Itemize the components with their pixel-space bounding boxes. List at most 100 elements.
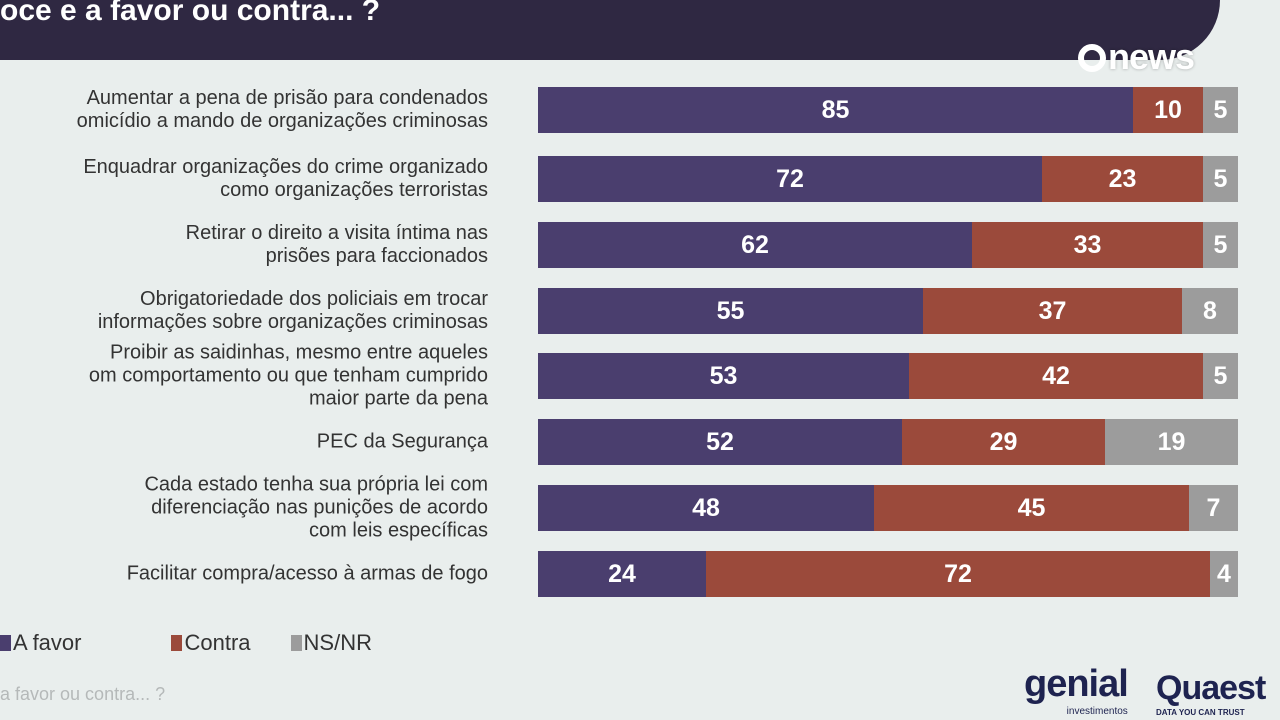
chart-row: Proibir as saidinhas, mesmo entre aquele…	[0, 342, 1280, 410]
bar-segment-a-favor: 53	[538, 353, 909, 399]
channel-logo: news	[1077, 36, 1195, 78]
category-label-line: diferenciação nas punições de acordo	[151, 496, 488, 519]
bar-segment-a-favor: 72	[538, 156, 1042, 202]
category-label-line: Obrigatoriedade dos policiais em trocar	[140, 288, 488, 310]
stacked-bar: 55 37 8	[538, 288, 1238, 334]
data-label: 37	[1038, 296, 1067, 325]
stacked-bar: 72 23 5	[538, 156, 1238, 202]
stacked-bar: 85 10 5	[538, 87, 1238, 133]
category-label-line: maior parte da pena	[308, 387, 488, 410]
legend-swatch	[0, 635, 11, 651]
legend-item-ns-nr: NS/NR	[290, 630, 372, 656]
category-label-line: prisões para faccionados	[265, 245, 488, 267]
globo-icon	[1077, 44, 1106, 72]
bar-segment-a-favor: 62	[538, 222, 972, 268]
channel-logo-text: news	[1107, 36, 1195, 77]
data-label: 72	[776, 164, 804, 193]
bar-segment-ns-nr: 4	[1210, 551, 1238, 597]
category-label: Obrigatoriedade dos policiais em trocar i…	[98, 288, 488, 334]
bar-segment-contra: 29	[902, 419, 1105, 465]
legend-label: Contra	[184, 630, 251, 655]
stacked-bar: 53 42 5	[538, 353, 1238, 399]
bar-segment-a-favor: 48	[538, 485, 874, 531]
bar-segment-ns-nr: 5	[1203, 222, 1238, 268]
data-label: 8	[1203, 296, 1217, 325]
chart-row: Retirar o direito a visita íntima nas pri…	[0, 222, 1280, 268]
legend-swatch	[171, 635, 183, 651]
data-label: 23	[1108, 164, 1137, 193]
genial-logo: genial investimentos	[1024, 662, 1129, 718]
chart-row: Aumentar a pena de prisão para condenado…	[0, 87, 1280, 133]
data-label: 62	[741, 230, 769, 259]
legend-item-a-favor: A favor	[0, 630, 81, 656]
data-label: 72	[944, 559, 972, 588]
stacked-bar: 62 33 5	[538, 222, 1238, 268]
legend: A favor Contra NS/NR	[0, 630, 372, 656]
chart-row: Obrigatoriedade dos policiais em trocar i…	[0, 288, 1280, 334]
data-label: 85	[821, 95, 850, 124]
data-label: 10	[1154, 95, 1182, 124]
category-label: PEC da Segurança	[317, 431, 488, 454]
data-label: 42	[1042, 361, 1070, 390]
category-label-line: Aumentar a pena de prisão para condenado…	[86, 87, 488, 109]
category-label-line: Enquadrar organizações do crime organiza…	[83, 156, 488, 178]
legend-label: NS/NR	[303, 630, 372, 655]
data-label: 53	[709, 361, 738, 390]
bar-segment-ns-nr: 19	[1105, 419, 1238, 465]
legend-swatch	[290, 635, 302, 651]
chart-row: PEC da Segurança 52 29 19	[0, 419, 1280, 465]
quaest-logo-text: Quaest	[1156, 669, 1266, 707]
quaest-logo: Quaest DATA YOU CAN TRUST	[1156, 668, 1266, 718]
category-label-line: om comportamento ou que tenham cumprido	[88, 364, 488, 387]
category-label: Aumentar a pena de prisão para condenado…	[77, 87, 488, 133]
category-label: Retirar o direito a visita íntima nas pri…	[186, 222, 488, 268]
data-label: 55	[716, 296, 745, 325]
quaest-logo-sub: DATA YOU CAN TRUST	[1156, 708, 1245, 717]
data-label: 33	[1073, 230, 1102, 259]
stacked-bar: 24 72 4	[538, 551, 1238, 597]
data-label: 29	[989, 427, 1018, 456]
category-label-line: como organizações terroristas	[220, 179, 488, 201]
footer-subtitle: a favor ou contra... ?	[0, 684, 166, 704]
header-bar	[0, 0, 1220, 60]
category-label-line: informações sobre organizações criminosa…	[97, 311, 488, 333]
category-label: Enquadrar organizações do crime organiza…	[83, 156, 488, 202]
category-label-line: Retirar o direito a visita íntima nas	[185, 222, 488, 244]
bar-segment-a-favor: 52	[538, 419, 902, 465]
category-label-line: Proibir as saidinhas, mesmo entre aquele…	[110, 341, 488, 364]
data-label: 19	[1157, 427, 1186, 456]
data-label: 5	[1213, 361, 1228, 390]
bar-segment-ns-nr: 5	[1203, 87, 1238, 133]
bar-segment-ns-nr: 8	[1182, 288, 1238, 334]
category-label-line: PEC da Segurança	[316, 430, 488, 453]
genial-logo-text: genial	[1024, 663, 1129, 705]
data-label: 5	[1213, 95, 1228, 124]
data-label: 45	[1017, 493, 1046, 522]
category-label: Facilitar compra/acesso à armas de fogo	[127, 563, 488, 586]
data-label: 4	[1217, 559, 1231, 588]
bar-segment-a-favor: 24	[538, 551, 706, 597]
stacked-bar: 48 45 7	[538, 485, 1238, 531]
bar-segment-contra: 72	[706, 551, 1210, 597]
data-label: 7	[1206, 493, 1221, 522]
bar-segment-contra: 37	[923, 288, 1182, 334]
data-label: 5	[1213, 164, 1228, 193]
data-label: 5	[1213, 230, 1228, 259]
category-label-line: Facilitar compra/acesso à armas de fogo	[126, 562, 488, 585]
data-label: 52	[706, 427, 734, 456]
bar-segment-contra: 45	[874, 485, 1189, 531]
stacked-bar: 52 29 19	[538, 419, 1238, 465]
bar-segment-contra: 23	[1042, 156, 1203, 202]
data-label: 24	[608, 559, 636, 588]
category-label-line: com leis específicas	[309, 519, 488, 542]
category-label-line: Cada estado tenha sua própria lei com	[144, 473, 488, 496]
data-label: 48	[692, 493, 720, 522]
bar-segment-ns-nr: 5	[1203, 353, 1238, 399]
category-label-line: omicídio a mando de organizações crimino…	[76, 110, 488, 132]
bar-segment-ns-nr: 7	[1189, 485, 1238, 531]
genial-logo-sub: investimentos	[1066, 706, 1128, 717]
bar-segment-contra: 33	[972, 222, 1203, 268]
category-label: Cada estado tenha sua própria lei com dif…	[144, 474, 488, 543]
bar-segment-a-favor: 85	[538, 87, 1133, 133]
chart-row: Cada estado tenha sua própria lei com dif…	[0, 474, 1280, 542]
